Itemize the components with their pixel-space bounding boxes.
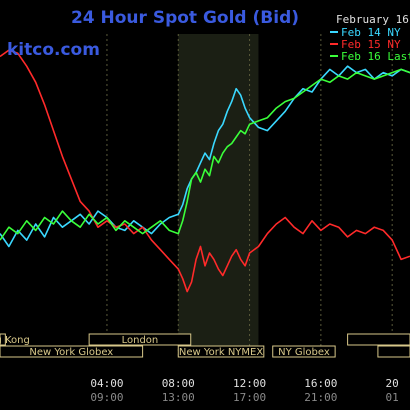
x-tick-sublabel-3: 21:00 bbox=[304, 391, 337, 404]
chart-title: 24 Hour Spot Gold (Bid) bbox=[71, 8, 299, 28]
series-line-1 bbox=[0, 49, 410, 293]
legend-label-0: Feb 14 NY bbox=[341, 26, 401, 39]
session-bar-0 bbox=[0, 333, 6, 346]
shaded-period bbox=[178, 34, 259, 356]
session-bar-3 bbox=[177, 345, 265, 358]
x-tick-sublabel-1: 13:00 bbox=[162, 391, 195, 404]
session-bar-6 bbox=[377, 345, 410, 358]
legend-label-2: Feb 16 Last bbox=[341, 50, 410, 63]
session-label-4: NY Globex bbox=[278, 347, 330, 358]
x-tick-label-0: 04:00 bbox=[90, 377, 123, 390]
session-label-3: New York NYMEX bbox=[179, 347, 264, 358]
x-tick-sublabel-2: 17:00 bbox=[233, 391, 266, 404]
session-bar-5 bbox=[347, 333, 410, 346]
legend-label-1: Feb 15 NY bbox=[341, 38, 401, 51]
series-line-0 bbox=[0, 65, 410, 248]
date-label: February 16 bbox=[336, 13, 409, 26]
x-tick-label-1: 08:00 bbox=[162, 377, 195, 390]
x-tick-sublabel-4: 01 bbox=[386, 391, 399, 404]
session-bar-4 bbox=[272, 345, 336, 358]
x-tick-sublabel-0: 09:00 bbox=[90, 391, 123, 404]
series-line-2 bbox=[0, 68, 410, 241]
session-bar-1 bbox=[0, 345, 144, 358]
x-tick-label-3: 16:00 bbox=[304, 377, 337, 390]
x-tick-label-2: 12:00 bbox=[233, 377, 266, 390]
session-label-0: Hong Kong bbox=[0, 335, 30, 346]
session-bar-2 bbox=[88, 333, 192, 346]
session-label-1: New York Globex bbox=[29, 347, 113, 358]
x-tick-label-4: 20 bbox=[386, 377, 399, 390]
watermark-text: kitco.com bbox=[7, 40, 100, 60]
session-label-2: London bbox=[122, 335, 159, 346]
